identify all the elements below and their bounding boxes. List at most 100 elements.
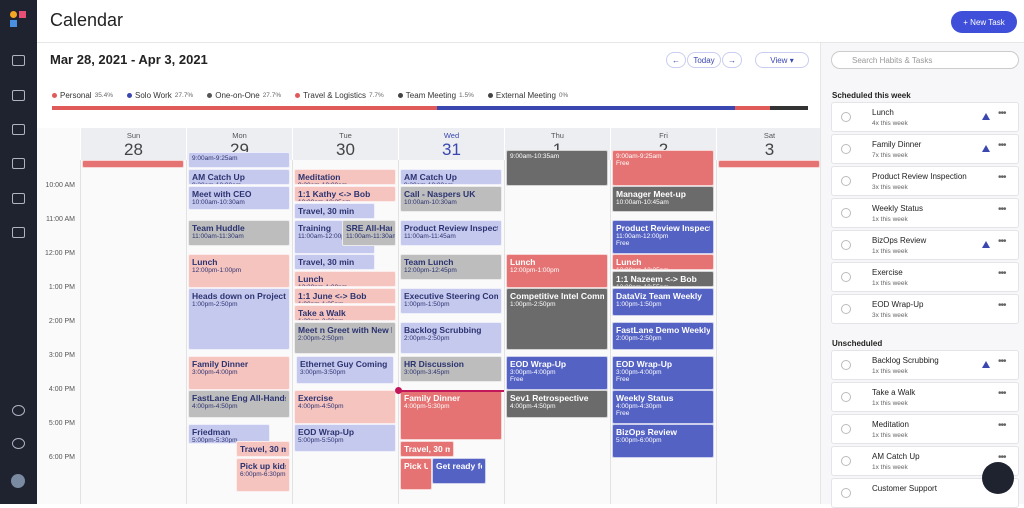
- event[interactable]: Meet with CEO 10:00am-10:30am: [188, 186, 290, 210]
- more-button[interactable]: •••: [998, 388, 1006, 399]
- task-check[interactable]: [841, 304, 851, 314]
- task-check[interactable]: [841, 240, 851, 250]
- event[interactable]: AM Catch Up9:30am-10:00am: [188, 169, 290, 185]
- task-item[interactable]: Lunch 4x this week •••: [831, 102, 1019, 132]
- more-button[interactable]: •••: [998, 204, 1006, 215]
- task-item[interactable]: EOD Wrap-Up 3x this week •••: [831, 294, 1019, 324]
- more-button[interactable]: •••: [998, 172, 1006, 183]
- task-check[interactable]: [841, 360, 851, 370]
- event[interactable]: Call - Naspers UK 10:00am-10:30am: [400, 186, 502, 212]
- logo[interactable]: [10, 11, 17, 18]
- task-check[interactable]: [841, 112, 851, 122]
- event[interactable]: EOD Wrap-Up 3:00pm-4:00pm Free: [612, 356, 714, 390]
- task-item[interactable]: Take a Walk 1x this week •••: [831, 382, 1019, 412]
- event[interactable]: Product Review Inspection11:00am-12:00pm…: [612, 220, 714, 254]
- more-button[interactable]: •••: [998, 268, 1006, 279]
- event[interactable]: Meditation9:30am-10:00am: [294, 169, 396, 185]
- event[interactable]: Family Dinner 4:00pm-5:30pm: [400, 390, 502, 440]
- event[interactable]: Executive Steering Com 1:00pm-1:50pm: [400, 288, 502, 314]
- nav-icon[interactable]: [12, 124, 25, 135]
- event[interactable]: Pick Up: [400, 458, 432, 490]
- event[interactable]: Travel, 30 min: [400, 441, 454, 457]
- logo[interactable]: [10, 20, 17, 27]
- event[interactable]: 9:00am-9:25am Free: [612, 150, 714, 186]
- task-check[interactable]: [841, 424, 851, 434]
- search-box[interactable]: Search Habits & Tasks: [831, 51, 1019, 69]
- event[interactable]: Ethernet Guy Coming By3:00pm-3:50pm: [296, 356, 394, 384]
- nav-icon[interactable]: [12, 90, 25, 101]
- task-item[interactable]: BizOps Review 1x this week •••: [831, 230, 1019, 260]
- more-button[interactable]: •••: [998, 236, 1006, 247]
- nav-icon[interactable]: [12, 158, 25, 169]
- event[interactable]: EOD Wrap-Up 3:00pm-4:00pm Free: [506, 356, 608, 390]
- event[interactable]: FastLane Eng All-Hands 4:00pm-4:50pm: [188, 390, 290, 418]
- more-button[interactable]: •••: [998, 140, 1006, 151]
- event[interactable]: Travel, 30 min: [236, 441, 290, 457]
- task-item[interactable]: Meditation 1x this week •••: [831, 414, 1019, 444]
- more-button[interactable]: •••: [998, 452, 1006, 463]
- task-item[interactable]: Exercise 1x this week •••: [831, 262, 1019, 292]
- task-check[interactable]: [841, 144, 851, 154]
- event[interactable]: Get ready for: [432, 458, 486, 484]
- task-item[interactable]: Family Dinner 7x this week •••: [831, 134, 1019, 164]
- event[interactable]: AM Catch Up9:30am-10:00am: [400, 169, 502, 185]
- new-task-button[interactable]: + New Task: [951, 11, 1017, 33]
- event[interactable]: BizOps Review 5:00pm-6:00pm: [612, 424, 714, 458]
- task-check[interactable]: [841, 272, 851, 282]
- nav-icon[interactable]: [12, 193, 25, 204]
- more-button[interactable]: •••: [998, 300, 1006, 311]
- event[interactable]: HR Discussion 3:00pm-3:45pm: [400, 356, 502, 382]
- prev-button[interactable]: ←: [666, 52, 686, 68]
- event-block[interactable]: [718, 160, 820, 168]
- event[interactable]: 1:1 Kathy <-> Bob10:00am-10:25am: [294, 186, 396, 202]
- event[interactable]: SRE All-Hands11:00am-11:30am: [342, 220, 396, 246]
- event[interactable]: Team Huddle 11:00am-11:30am: [188, 220, 290, 246]
- event[interactable]: FastLane Demo Weekly 2:00pm-2:50pm: [612, 322, 714, 350]
- event-block[interactable]: [82, 160, 184, 168]
- event[interactable]: Travel, 30 min: [294, 254, 375, 270]
- nav-icon[interactable]: [12, 438, 25, 449]
- chat-button[interactable]: [982, 462, 1014, 494]
- task-check[interactable]: [841, 208, 851, 218]
- task-check[interactable]: [841, 456, 851, 466]
- event[interactable]: 9:00am-10:35am: [506, 150, 608, 186]
- view-button[interactable]: View ▾: [755, 52, 809, 68]
- event[interactable]: Exercise 4:00pm-4:50pm: [294, 390, 396, 424]
- more-button[interactable]: •••: [998, 356, 1006, 367]
- event[interactable]: Travel, 30 min: [294, 203, 375, 219]
- task-item[interactable]: Weekly Status 1x this week •••: [831, 198, 1019, 228]
- task-check[interactable]: [841, 488, 851, 498]
- task-item[interactable]: Backlog Scrubbing 1x this week •••: [831, 350, 1019, 380]
- next-button[interactable]: →: [722, 52, 742, 68]
- more-button[interactable]: •••: [998, 108, 1006, 119]
- nav-icon[interactable]: [12, 55, 25, 66]
- event[interactable]: Weekly Status 4:00pm-4:30pm Free: [612, 390, 714, 424]
- event[interactable]: Team Lunch 12:00pm-12:45pm: [400, 254, 502, 280]
- event[interactable]: Friedman 5:00pm-5:30pm: [188, 424, 270, 444]
- event[interactable]: Lunch 12:00pm-1:00pm: [506, 254, 608, 288]
- task-check[interactable]: [841, 392, 851, 402]
- avatar[interactable]: [11, 474, 25, 488]
- event[interactable]: Sev1 Retrospective 4:00pm-4:50pm: [506, 390, 608, 418]
- event[interactable]: Pick up kids 6:00pm-6:30pm: [236, 458, 290, 492]
- event[interactable]: Manager Meet-up 10:00am-10:45am: [612, 186, 714, 212]
- nav-icon[interactable]: [12, 227, 25, 238]
- logo[interactable]: [19, 11, 26, 18]
- event[interactable]: Heads down on Project Delta1:00pm-2:50pm: [188, 288, 290, 350]
- event[interactable]: Product Review Inspection11:00am-11:45am: [400, 220, 502, 246]
- event[interactable]: EOD Wrap-Up 5:00pm-5:50pm: [294, 424, 396, 452]
- nav-icon[interactable]: [12, 405, 25, 416]
- event[interactable]: 1:1 June <-> Bob1:00pm-1:25pm: [294, 288, 396, 304]
- task-check[interactable]: [841, 176, 851, 186]
- task-item[interactable]: Product Review Inspection 3x this week •••: [831, 166, 1019, 196]
- event[interactable]: Backlog Scrubbing 2:00pm-2:50pm: [400, 322, 502, 354]
- event[interactable]: 9:00am-9:25am: [188, 152, 290, 168]
- more-button[interactable]: •••: [998, 420, 1006, 431]
- event[interactable]: DataViz Team Weekly 1:00pm-1:50pm: [612, 288, 714, 316]
- event[interactable]: 1:1 Nazeem <-> Bob12:30pm-12:55pm: [612, 271, 714, 287]
- event[interactable]: Competitive Intel Committee1:00pm-2:50pm: [506, 288, 608, 350]
- event[interactable]: Family Dinner 3:00pm-4:00pm: [188, 356, 290, 390]
